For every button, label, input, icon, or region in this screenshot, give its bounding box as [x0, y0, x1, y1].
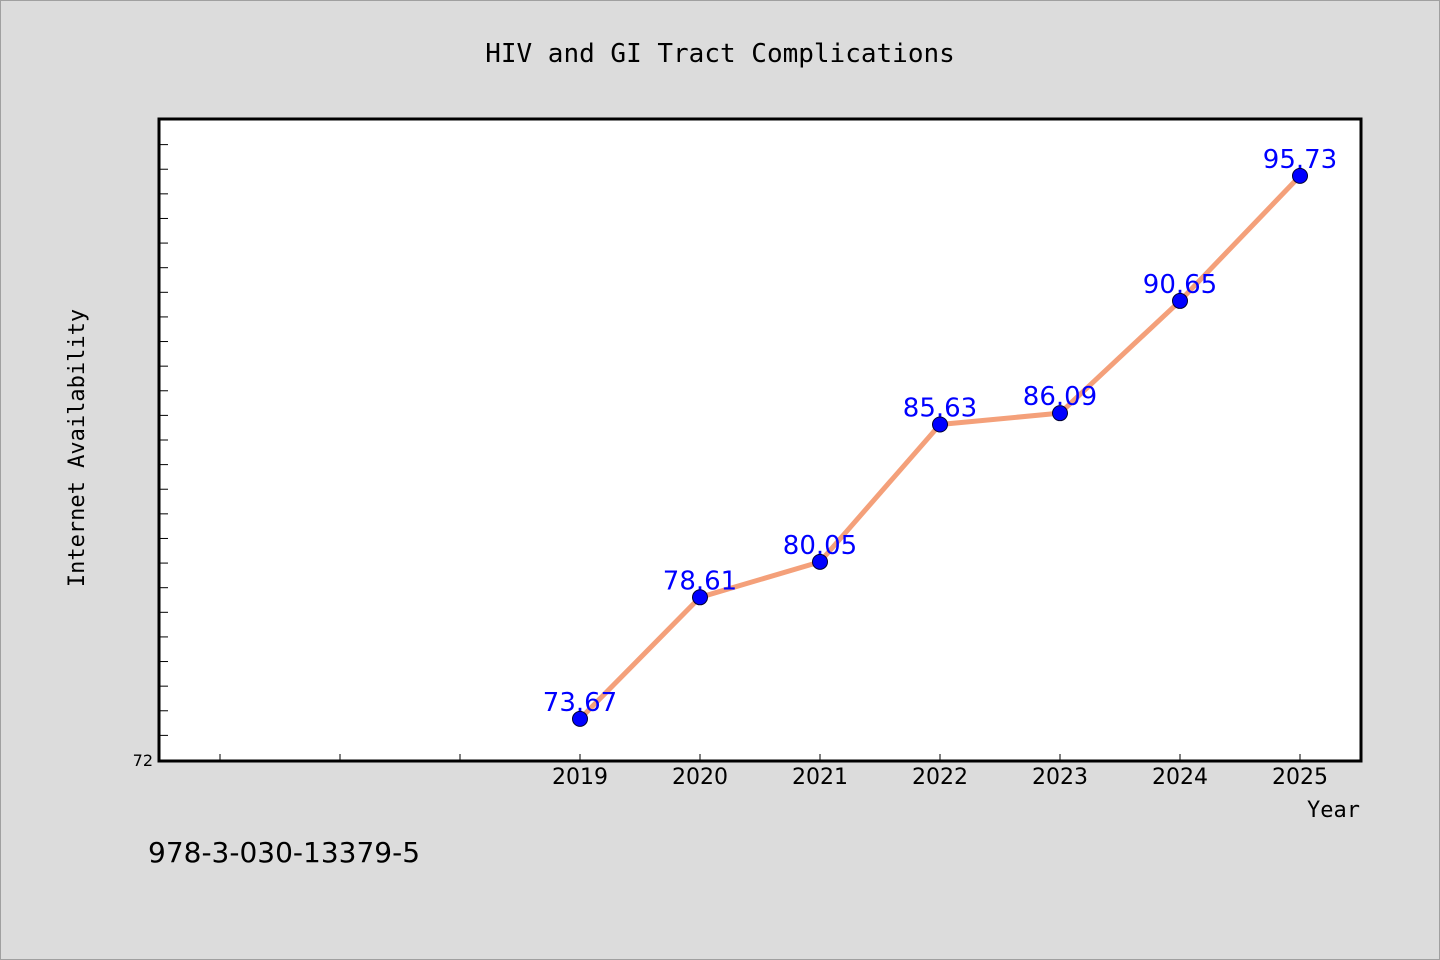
x-axis-ticks: 2019 2020 2021 2022 2023 2024 2025	[552, 765, 1328, 790]
data-point	[1172, 292, 1188, 309]
x-axis-label: Year	[1307, 798, 1360, 823]
data-point	[812, 553, 828, 570]
data-point	[1052, 405, 1068, 422]
data-label: 73.67	[543, 688, 617, 718]
series-layer: 73.67 78.61 80.05 85.63 86.09 90.65 95.73	[543, 145, 1337, 727]
footnote-isbn: 978-3-030-13379-5	[148, 836, 420, 869]
data-label: 78.61	[663, 566, 737, 596]
data-point	[692, 589, 708, 606]
data-label: 95.73	[1263, 145, 1337, 175]
data-label: 85.63	[903, 393, 977, 423]
x-tick-label: 2022	[912, 765, 968, 790]
data-label: 90.65	[1143, 270, 1217, 300]
data-point	[572, 710, 588, 727]
x-tick-label: 2019	[552, 765, 608, 790]
data-point	[1292, 167, 1308, 184]
data-point	[932, 416, 948, 433]
x-tick-label: 2020	[672, 765, 728, 790]
data-label: 86.09	[1023, 382, 1097, 412]
data-label: 80.05	[783, 531, 857, 561]
chart-title: HIV and GI Tract Complications	[485, 39, 955, 69]
axis-minor-ticks	[160, 144, 1301, 760]
x-tick-label: 2021	[792, 765, 848, 790]
y-axis-label: Internet Availability	[65, 309, 90, 587]
x-tick-label: 2025	[1272, 765, 1328, 790]
x-tick-label: 2024	[1152, 765, 1208, 790]
x-tick-label: 2023	[1032, 765, 1088, 790]
plot-area	[157, 117, 1363, 763]
y-tick-label-min: 72	[133, 751, 153, 770]
